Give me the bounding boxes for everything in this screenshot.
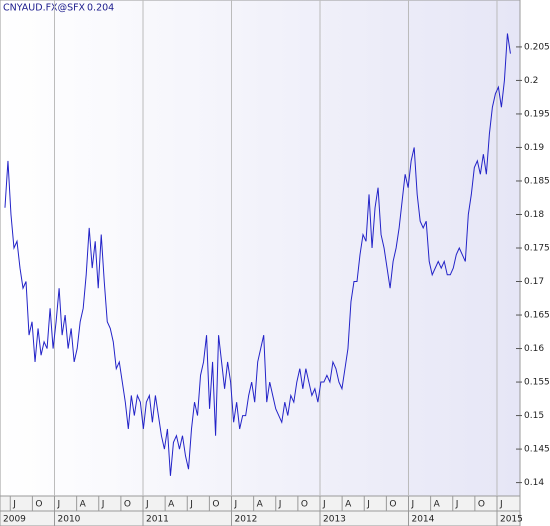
y-tick-label: 0.185: [524, 176, 550, 186]
y-tick-label: 0.18: [524, 210, 544, 220]
plot-area: [0, 0, 521, 497]
chart-title: CNYAUD.FX@SFX: [3, 3, 86, 14]
x-tick-label: J: [189, 500, 193, 510]
year-label: 2012: [235, 515, 258, 525]
x-tick-label: J: [145, 500, 149, 510]
y-tick-label: 0.14: [524, 478, 544, 488]
x-tick-label: O: [478, 500, 485, 510]
last-value: 0.204: [87, 3, 114, 14]
y-tick-label: 0.145: [524, 445, 550, 455]
y-tick-label: 0.16: [524, 344, 544, 354]
x-tick-label: O: [389, 500, 396, 510]
x-tick-label: O: [35, 500, 42, 510]
price-line: [4, 33, 511, 476]
y-tick-label: 0.2: [524, 76, 538, 86]
x-tick-label: J: [57, 500, 61, 510]
x-tick-label: A: [434, 500, 441, 510]
x-tick-label: A: [257, 500, 264, 510]
year-label: 2015: [500, 515, 523, 525]
y-tick-label: 0.19: [524, 143, 544, 153]
y-tick-label: 0.15: [524, 411, 544, 421]
x-tick-label: J: [455, 500, 459, 510]
x-tick-label: J: [234, 500, 238, 510]
x-tick-label: J: [499, 500, 503, 510]
year-label: 2009: [3, 515, 26, 525]
year-label: 2013: [323, 515, 346, 525]
y-tick-label: 0.205: [524, 42, 550, 52]
year-label: 2010: [58, 515, 81, 525]
y-tick-label: 0.195: [524, 109, 550, 119]
x-tick-label: A: [168, 500, 175, 510]
x-tick-label: A: [80, 500, 87, 510]
x-tick-label: J: [366, 500, 370, 510]
x-tick-label: O: [124, 500, 131, 510]
year-label: 2011: [146, 515, 169, 525]
x-tick-label: O: [212, 500, 219, 510]
y-tick-label: 0.155: [524, 378, 550, 388]
x-tick-label: J: [12, 500, 16, 510]
x-tick-label: J: [322, 500, 326, 510]
year-label: 2014: [411, 515, 434, 525]
y-tick-label: 0.17: [524, 277, 544, 287]
x-tick-label: J: [278, 500, 282, 510]
x-tick-label: O: [301, 500, 308, 510]
x-tick-label: J: [410, 500, 414, 510]
y-tick-label: 0.175: [524, 244, 550, 254]
y-tick-label: 0.165: [524, 311, 550, 321]
x-tick-label: A: [345, 500, 352, 510]
x-tick-label: J: [101, 500, 105, 510]
